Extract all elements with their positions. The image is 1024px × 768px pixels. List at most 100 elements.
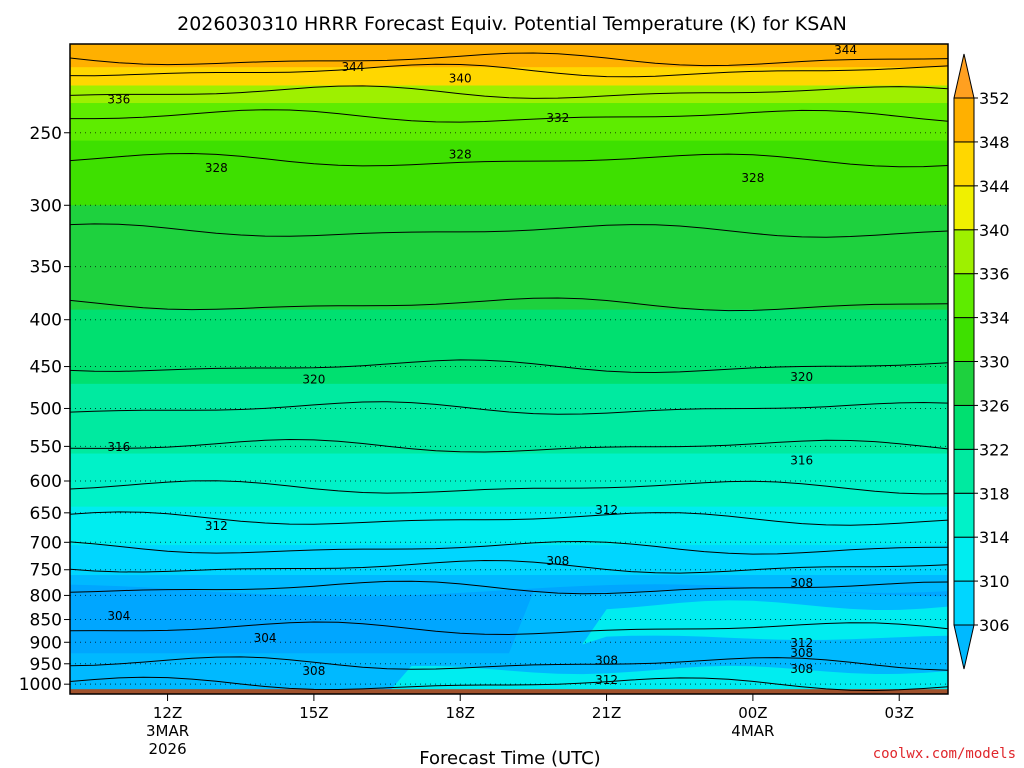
colorbar-label: 352 — [979, 89, 1010, 108]
y-tick-label: 900 — [30, 633, 62, 653]
colorbar-label: 344 — [979, 177, 1010, 196]
colorbar-segment — [953, 361, 975, 406]
contour-label: 328 — [205, 161, 228, 175]
contour-312 — [70, 511, 948, 526]
contour-label: 308 — [302, 664, 325, 678]
color-band — [70, 44, 948, 69]
y-tick-label: 550 — [30, 437, 62, 457]
y-tick-label: 300 — [30, 196, 62, 216]
x-tick-sublabel: 4MAR — [731, 722, 774, 740]
plot-area — [70, 44, 948, 694]
colorbar-segment — [953, 185, 975, 231]
x-tick-label: 15Z — [299, 704, 328, 722]
y-tick-label: 250 — [30, 124, 62, 144]
contour-306 — [70, 580, 948, 595]
contour-label: 308 — [595, 653, 618, 667]
y-tick-label: 750 — [30, 561, 62, 581]
contour-label: 308 — [546, 554, 569, 568]
color-band — [70, 205, 948, 311]
contour-308 — [70, 656, 948, 671]
contour-label: 328 — [449, 147, 472, 161]
y-tick-label: 950 — [30, 655, 62, 675]
contour-label: 312 — [205, 519, 228, 533]
y-tick-label: 450 — [30, 358, 62, 378]
contour-label: 316 — [107, 440, 130, 454]
x-tick-label: 18Z — [446, 704, 475, 722]
colorbar-label: 334 — [979, 309, 1010, 328]
axes: 2503003504004505005506006507007508008509… — [19, 43, 949, 758]
colorbar-segment — [953, 97, 975, 143]
contour-318 — [70, 401, 948, 415]
contour-label: 344 — [834, 43, 857, 57]
y-tick-label: 600 — [30, 472, 62, 492]
contour-312 — [70, 676, 948, 692]
contour-lines — [70, 52, 948, 692]
colorbar-label: 306 — [979, 616, 1010, 635]
colorbar-label: 318 — [979, 484, 1010, 503]
color-band — [70, 383, 948, 455]
contour-340 — [70, 63, 948, 78]
colorbar-segment — [953, 317, 975, 363]
color-band — [70, 85, 948, 105]
x-tick-sublabel: 3MAR — [146, 722, 189, 740]
contour-label: 344 — [341, 60, 364, 74]
contour-label: 308 — [790, 662, 813, 676]
contour-label: 304 — [107, 609, 130, 623]
x-tick-label: 03Z — [885, 704, 914, 722]
contour-label: 316 — [790, 454, 813, 468]
color-band — [70, 140, 948, 207]
contour-328 — [70, 152, 948, 168]
color-band — [70, 103, 948, 142]
contour-322 — [70, 297, 948, 312]
colorbar-label: 340 — [979, 221, 1010, 240]
x-tick-label: 12Z — [153, 704, 182, 722]
colorbar-segment — [953, 448, 975, 494]
warm-midlevel-patch — [70, 600, 948, 645]
contour-label: 308 — [790, 646, 813, 660]
colorbar-segment — [953, 141, 975, 187]
y-tick-label: 800 — [30, 586, 62, 606]
contour-316 — [70, 438, 948, 453]
colorbar-label: 314 — [979, 528, 1010, 547]
y-tick-label: 1000 — [19, 675, 62, 695]
contour-336 — [70, 85, 948, 99]
contour-310 — [70, 540, 948, 555]
contour-label: 312 — [790, 636, 813, 650]
contour-label: 320 — [790, 370, 813, 384]
colorbar-arrow-top — [953, 53, 975, 99]
colorbar-label: 310 — [979, 572, 1010, 591]
contour-label: 328 — [741, 171, 764, 185]
colorbar-segment — [953, 492, 975, 538]
colorbar-label: 348 — [979, 133, 1010, 152]
contour-label: 304 — [254, 631, 277, 645]
ground-surface — [70, 689, 948, 694]
contour-314 — [70, 480, 948, 495]
colorbar-segment — [953, 404, 975, 450]
contour-344 — [70, 52, 948, 67]
x-tick-label: 21Z — [592, 704, 621, 722]
plot-frame — [69, 43, 949, 695]
credit-text: coolwx.com/models — [873, 746, 1016, 762]
color-band — [70, 309, 948, 385]
y-tick-label: 350 — [30, 258, 62, 278]
contour-label: 332 — [546, 111, 569, 125]
warm-surface-patch — [70, 665, 948, 694]
chart-title: 2026030310 HRRR Forecast Equiv. Potentia… — [177, 13, 847, 35]
cold-pocket — [70, 584, 948, 654]
contour-label: 336 — [107, 93, 130, 107]
x-tick-label: 00Z — [738, 704, 767, 722]
contour-label: 312 — [595, 503, 618, 517]
colorbar-label: 326 — [979, 396, 1010, 415]
y-tick-label: 400 — [30, 311, 62, 331]
contour-label: 320 — [302, 373, 325, 387]
color-band — [70, 506, 948, 547]
colorbar: 306 310 314 318 322 326 330 334 336 340 344 348 352 — [953, 53, 1010, 670]
colorbar-label: 330 — [979, 353, 1010, 372]
y-tick-label: 850 — [30, 611, 62, 631]
contour-332 — [70, 109, 948, 123]
contour-324 — [70, 223, 948, 238]
contour-304 — [70, 621, 948, 636]
colorbar-segment — [953, 580, 975, 626]
